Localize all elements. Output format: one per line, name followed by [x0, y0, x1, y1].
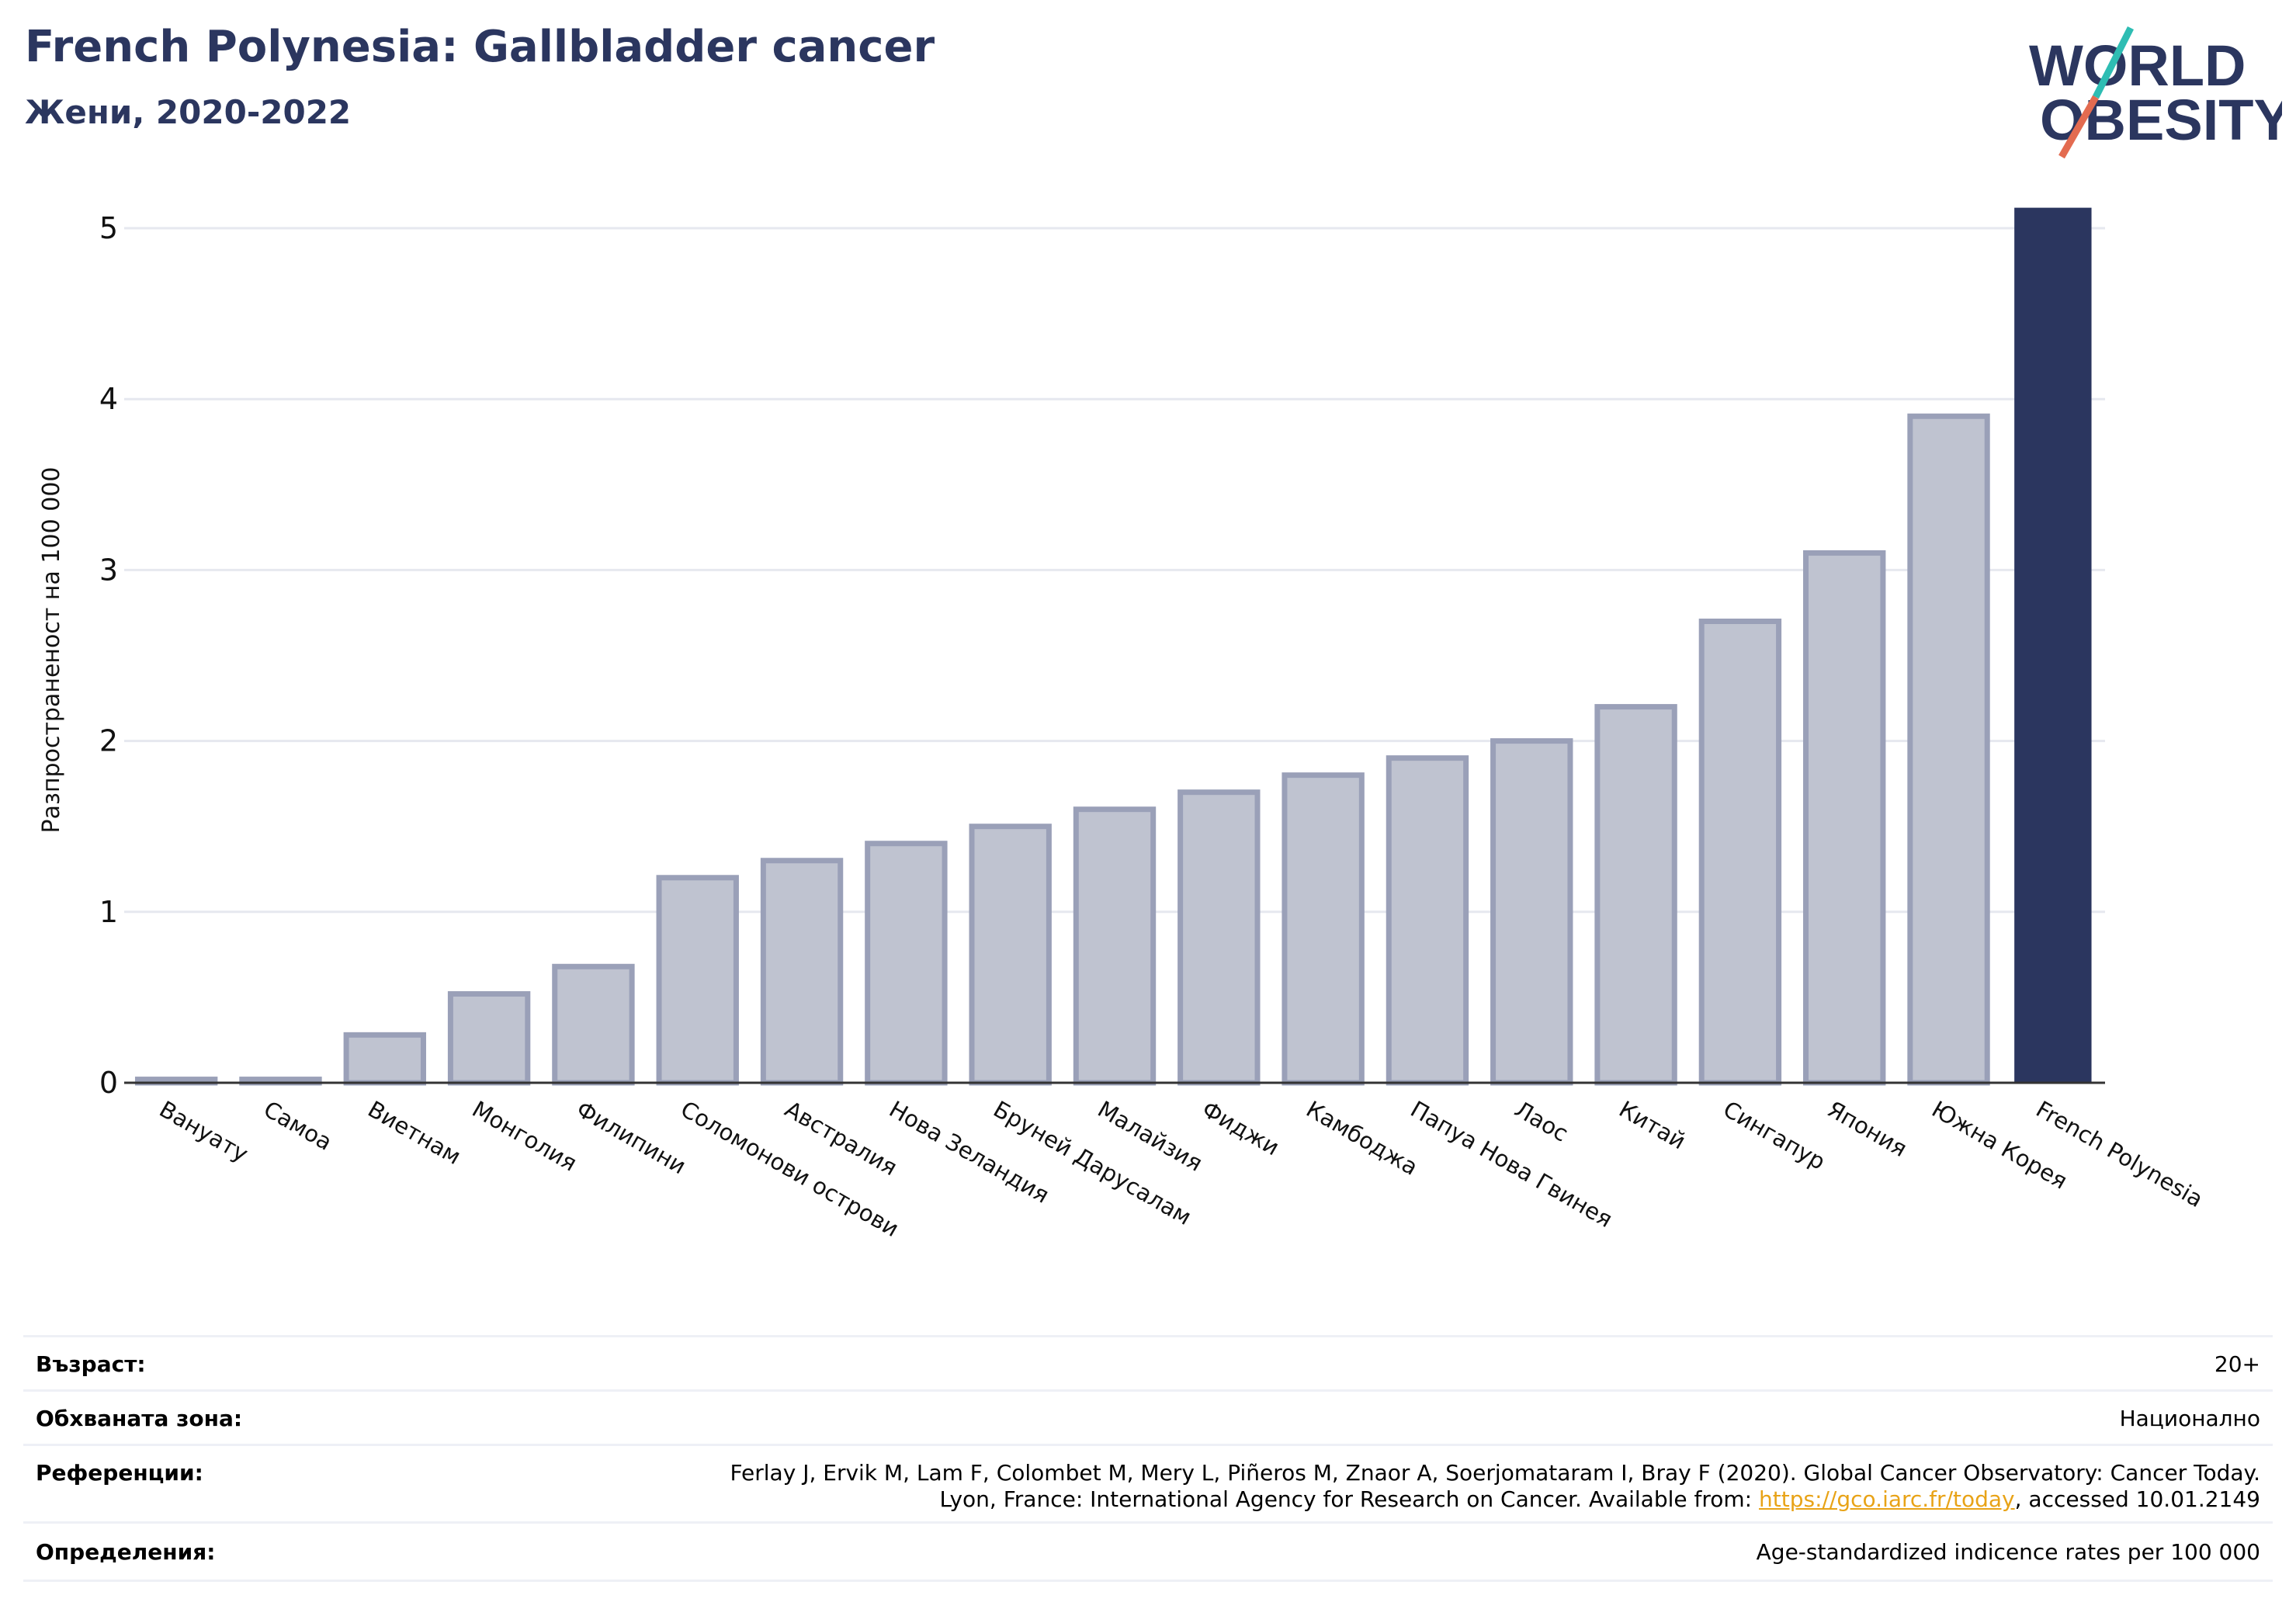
bar	[2014, 207, 2092, 1084]
page-title: French Polynesia: Gallbladder cancer	[25, 22, 935, 72]
x-tick-label: Япония	[1823, 1096, 1912, 1162]
y-tick-label: 5	[99, 211, 118, 245]
x-tick-label: Самоа	[259, 1096, 337, 1156]
x-tick-label: Сингапур	[1719, 1096, 1830, 1175]
world-obesity-logo: WORLD OBESITY	[2029, 26, 2282, 159]
logo-slash-bottom	[2058, 95, 2099, 159]
bar	[1282, 772, 1365, 1086]
references-link[interactable]: https://gco.iarc.fr/today	[1759, 1486, 2015, 1512]
age-value: 20+	[2214, 1351, 2260, 1377]
bar	[1386, 755, 1469, 1086]
y-axis-label: Разпространеност на 100 000	[38, 467, 65, 834]
metadata-table: Възраст: 20+ Обхваната зона: Национално …	[23, 1335, 2273, 1583]
bar-chart: 0 1 2 3 4 5 Разпространеност на 100 000 Вануату…	[38, 207, 2208, 1242]
bar	[343, 1032, 426, 1086]
bar	[1803, 550, 1886, 1086]
bar	[1073, 806, 1157, 1086]
area-value: Национално	[2119, 1406, 2260, 1431]
bar	[1698, 618, 1782, 1086]
bar	[1907, 413, 1990, 1086]
x-tick-label: Вануату	[155, 1096, 253, 1167]
meta-row-area: Обхваната зона: Национално	[23, 1389, 2273, 1446]
x-tick-label: Китай	[1614, 1096, 1690, 1155]
references-label: Референции:	[36, 1460, 203, 1486]
x-tick-label: Камбоджа	[1302, 1096, 1422, 1181]
meta-row-age: Възраст: 20+	[23, 1335, 2273, 1392]
logo-slash-top	[2092, 26, 2135, 99]
references-line1: Ferlay J, Ervik M, Lam F, Colombet M, Me…	[730, 1460, 2260, 1486]
bar	[1177, 789, 1261, 1086]
bar	[1490, 738, 1573, 1086]
y-tick-label: 0	[99, 1066, 118, 1100]
bar	[447, 991, 531, 1086]
y-tick-label: 4	[99, 382, 118, 416]
bar	[865, 841, 948, 1086]
meta-row-definitions: Определения: Age-standardized indicence …	[23, 1521, 2273, 1582]
x-tick-label: Виетнам	[363, 1096, 465, 1170]
bar	[760, 858, 844, 1086]
logo-line1: WORLD	[2029, 33, 2246, 98]
bar	[552, 963, 635, 1086]
area-label: Обхваната зона:	[36, 1406, 243, 1431]
x-tick-label: Лаос	[1510, 1096, 1573, 1147]
bar	[1594, 704, 1677, 1086]
definitions-label: Определения:	[36, 1539, 216, 1565]
x-tick-label: French Polynesia	[2031, 1096, 2208, 1213]
definitions-value: Age-standardized indicence rates per 100…	[1756, 1539, 2260, 1565]
bar	[969, 824, 1052, 1086]
page-subtitle: Жени, 2020-2022	[25, 93, 352, 131]
x-tick-label: Монголия	[468, 1096, 581, 1177]
y-tick-label: 2	[99, 724, 118, 758]
y-tick-label: 3	[99, 553, 118, 587]
references-value: Ferlay J, Ervik M, Lam F, Colombet M, Me…	[730, 1460, 2260, 1513]
age-label: Възраст:	[36, 1351, 146, 1377]
bar	[656, 875, 739, 1086]
references-line2: Lyon, France: International Agency for R…	[939, 1486, 2260, 1512]
y-tick-label: 1	[99, 895, 118, 929]
x-tick-label: Филипини	[572, 1096, 691, 1180]
meta-row-references: Референции: Ferlay J, Ervik M, Lam F, Co…	[23, 1444, 2273, 1524]
x-tick-label: Бруней Дарусалам	[989, 1096, 1196, 1231]
x-tick-label: Фиджи	[1198, 1096, 1284, 1161]
